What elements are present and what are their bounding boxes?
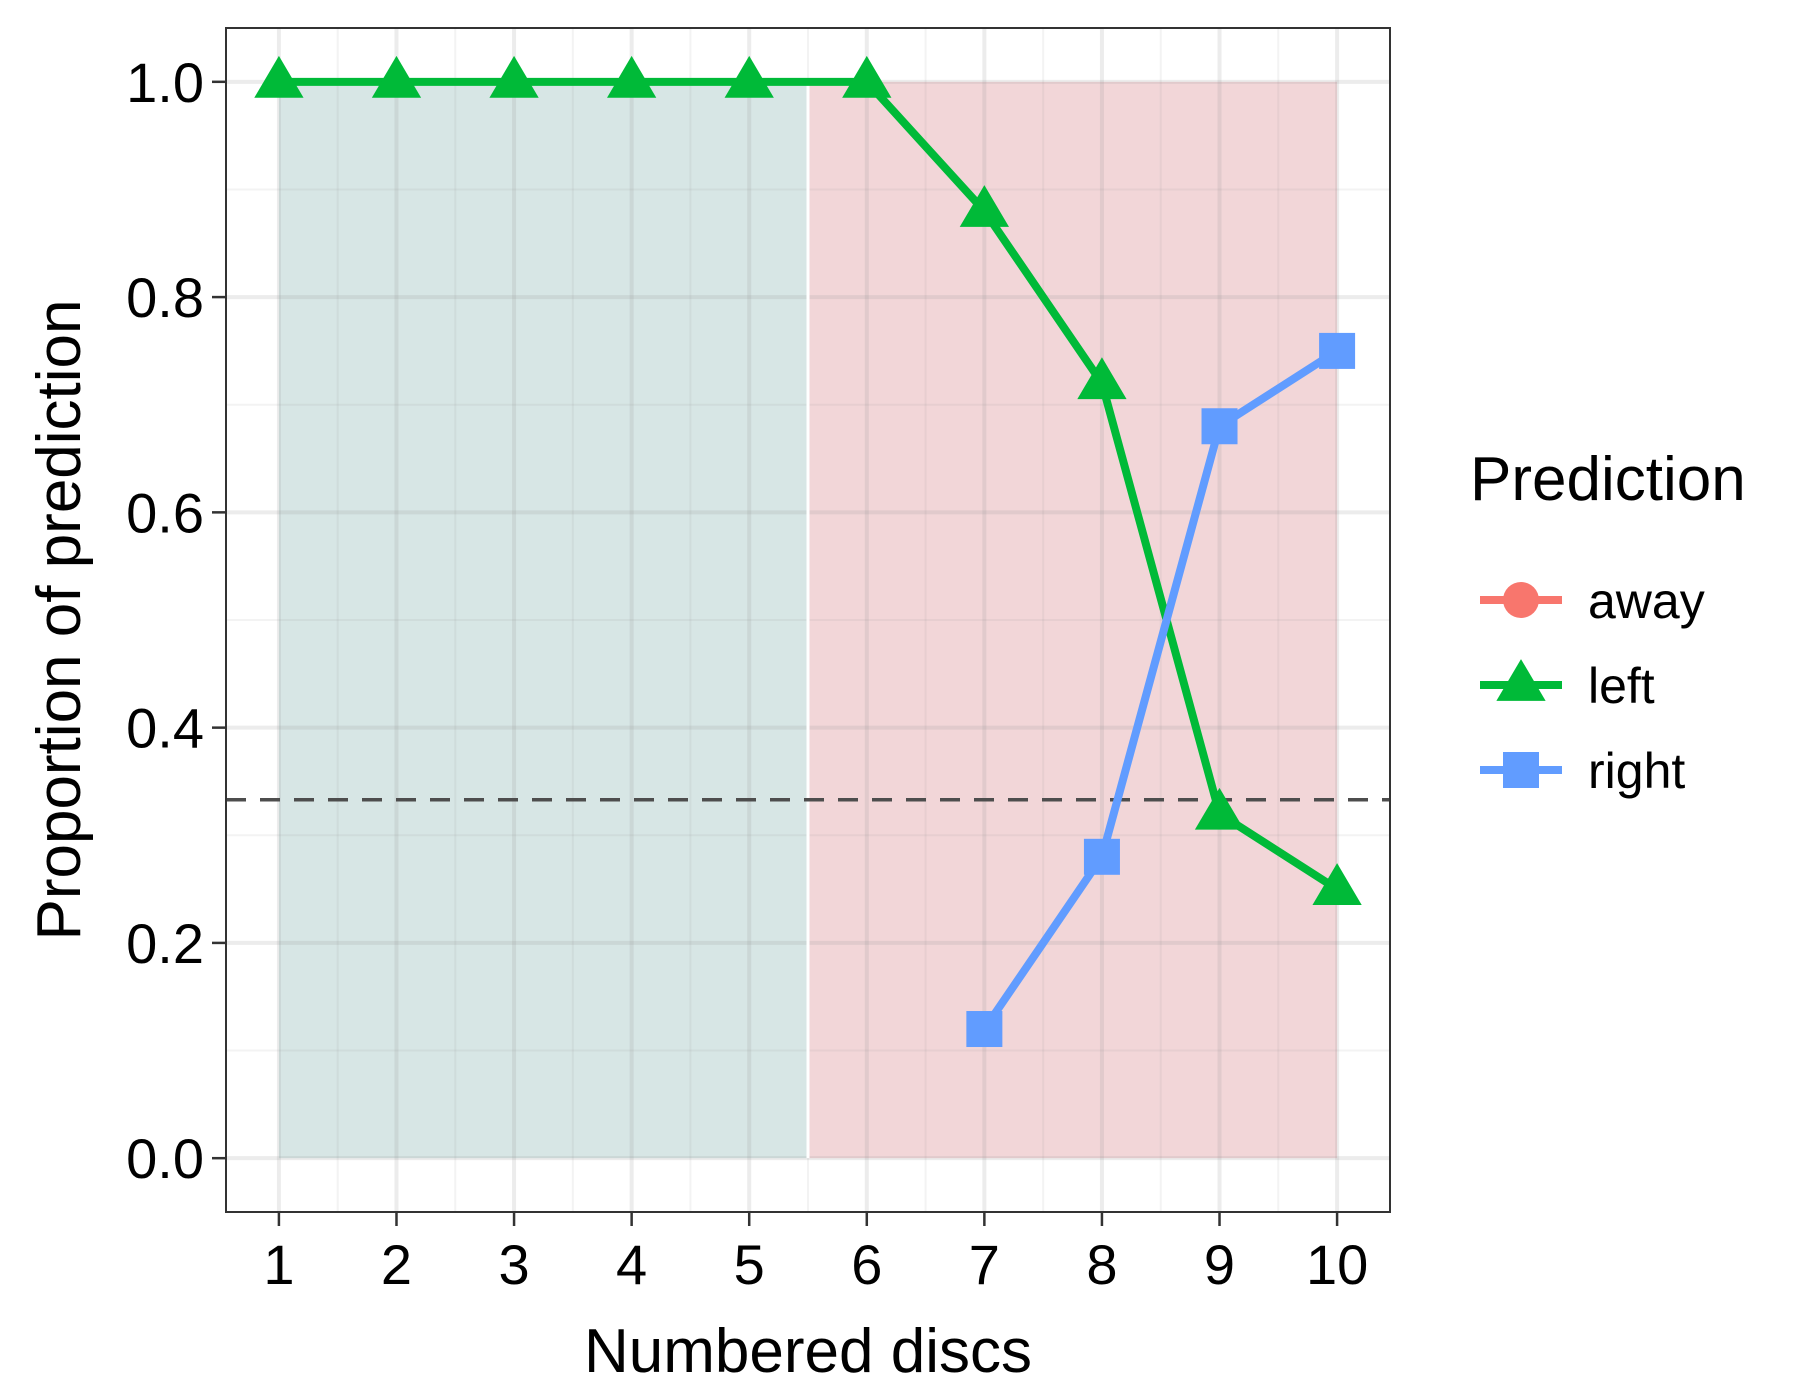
x-axis-title: Numbered discs <box>584 1317 1032 1386</box>
axis-ticks: 1 2 3 4 5 6 7 8 9 10 0.0 0.2 0.4 0.6 0.8 1.0 <box>126 51 1368 1296</box>
x-tick-label: 1 <box>263 1233 294 1296</box>
x-tick-label: 8 <box>1086 1233 1117 1296</box>
y-tick-label: 0.4 <box>126 697 204 760</box>
y-tick-label: 0.0 <box>126 1127 204 1190</box>
data-point-left <box>371 55 422 98</box>
shaded-regions <box>278 81 1338 1159</box>
data-point-left <box>1077 357 1127 400</box>
legend-swatch-marker <box>1503 752 1539 788</box>
x-tick-label: 6 <box>851 1233 882 1296</box>
legend-title: Prediction <box>1470 445 1746 514</box>
data-point-right <box>966 1011 1003 1048</box>
x-tick-label: 4 <box>616 1233 647 1296</box>
legend-label: away <box>1588 573 1705 629</box>
data-point-left <box>489 55 539 98</box>
legend-label: right <box>1588 743 1685 799</box>
legend-item-right: right <box>1480 743 1685 799</box>
data-point-left <box>254 55 304 98</box>
y-tick-label: 0.2 <box>126 912 204 975</box>
shaded-region-2 <box>808 81 1338 1159</box>
data-point-left <box>959 185 1010 227</box>
x-tick-label: 9 <box>1204 1233 1235 1296</box>
y-tick-label: 0.8 <box>126 266 204 329</box>
series-line-left <box>278 77 1340 893</box>
x-tick-label: 2 <box>381 1233 412 1296</box>
y-tick-label: 0.6 <box>126 481 204 544</box>
data-point-left <box>1194 787 1245 830</box>
series-line-right <box>981 347 1340 1032</box>
legend-swatch-marker <box>1496 659 1546 701</box>
data-point-left <box>606 55 657 98</box>
panel-border <box>225 27 1391 1213</box>
shaded-region-1 <box>278 81 809 1159</box>
series-right <box>966 332 1356 1048</box>
data-point-left <box>842 55 892 98</box>
legend-item-left: left <box>1480 658 1655 714</box>
y-axis-title: Proportion of prediction <box>25 299 94 940</box>
legend-item-away: away <box>1480 573 1705 629</box>
legend-swatch-marker <box>1503 582 1539 618</box>
legend-label: left <box>1588 658 1655 714</box>
data-point-left <box>724 55 774 98</box>
data-point-right <box>1319 332 1356 369</box>
x-tick-label: 5 <box>734 1233 765 1296</box>
x-tick-label: 3 <box>498 1233 529 1296</box>
x-tick-label: 10 <box>1306 1233 1368 1296</box>
y-tick-label: 1.0 <box>126 51 204 114</box>
series-layer <box>254 55 1362 1048</box>
data-point-right <box>1201 408 1238 445</box>
data-point-left <box>1312 863 1362 905</box>
x-tick-label: 7 <box>969 1233 1000 1296</box>
grid-lines <box>226 28 1390 1212</box>
series-left <box>254 55 1362 905</box>
data-point-right <box>1083 838 1120 875</box>
legend: Prediction away left right <box>1470 445 1746 799</box>
